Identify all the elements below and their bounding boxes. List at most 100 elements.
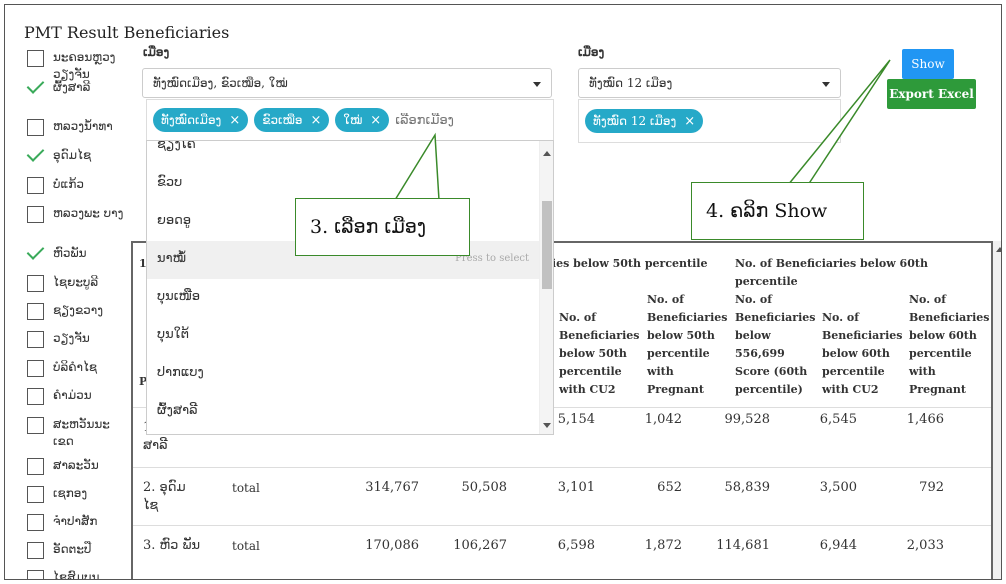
- province-label: ບໍ່ແກ້ວ: [53, 177, 85, 191]
- chevron-down-icon[interactable]: [822, 82, 830, 87]
- district-select-2[interactable]: ທັງໝົດ 12 ເມືອງ: [578, 68, 841, 98]
- table-cell: 170,086: [365, 538, 419, 553]
- province-label: ນະຄອນຫຼວງ ວຽງຈັນ: [53, 50, 116, 81]
- province-label: ຜົ້ງສາລີ: [53, 80, 91, 94]
- district-dropdown[interactable]: ຊຽງໂຄ້ ຂົວບ ຍອດອູ ນາໝໍ້ Press to select ບຸນເໜ…: [146, 140, 554, 435]
- checkbox[interactable]: [27, 458, 44, 475]
- col-header-60-pregnant: No. of Beneficiaries below 60th percenti…: [909, 293, 990, 396]
- table-scrollbar[interactable]: [993, 241, 1001, 579]
- checkbox[interactable]: [27, 50, 44, 67]
- province-label: ໄຊຍະບູລີ: [53, 275, 99, 289]
- district-option[interactable]: ຜົ້ງສາລີ: [157, 403, 198, 418]
- checkbox[interactable]: [27, 417, 44, 434]
- province-label: ວຽງຈັນ: [53, 331, 90, 345]
- row-type: total: [232, 481, 260, 495]
- show-button[interactable]: Show: [902, 49, 954, 79]
- table-row-divider: [133, 525, 991, 526]
- close-icon[interactable]: ×: [310, 112, 322, 128]
- province-label: ຫົວພັນ: [53, 246, 87, 260]
- district-option[interactable]: ບຸນເໜືອ: [157, 289, 201, 304]
- chevron-down-icon[interactable]: [533, 82, 541, 87]
- province-item[interactable]: ຊຽງຂວາງ: [27, 302, 127, 320]
- district-select[interactable]: ທັງໝົດເມືອງ, ຂົວເໝືອ, ໃໝ່: [142, 68, 552, 98]
- province-item[interactable]: ສະຫວັນນະ ເຂດ: [27, 416, 127, 450]
- province-item[interactable]: ເຊກອງ: [27, 485, 127, 503]
- table-cell: 6,598: [557, 538, 595, 553]
- col-header-50-cu2: No. of Beneficiaries below 50th percenti…: [559, 311, 640, 396]
- app-window: PMT Result Beneficiaries ນະຄອນຫຼວງ ວຽງຈັ…: [4, 4, 1002, 580]
- table-cell: 1,872: [644, 538, 682, 553]
- district-2-tags-box[interactable]: ທັງໝົດ 12 ເມືອງ ×: [578, 99, 841, 143]
- table-cell: 6,545: [819, 412, 857, 427]
- district-search-input[interactable]: [395, 112, 516, 128]
- scroll-up-icon[interactable]: [543, 151, 551, 156]
- checkbox[interactable]: [27, 570, 44, 579]
- callout-step-3: 3. ເລືອກ ເມືອງ: [295, 198, 470, 256]
- district-tags-box[interactable]: ທັງໝົດເມືອງ × ຂົວເໝືອ × ໃໝ່ ×: [146, 99, 554, 141]
- checkbox[interactable]: [27, 486, 44, 503]
- dropdown-scrollbar[interactable]: [539, 141, 553, 434]
- checkmark-icon[interactable]: [27, 245, 44, 262]
- province-item[interactable]: ບໍ່ແກ້ວ: [27, 176, 127, 194]
- close-icon[interactable]: ×: [684, 113, 696, 129]
- checkbox[interactable]: [27, 303, 44, 320]
- province-item[interactable]: ຫົວພັນ: [27, 245, 127, 262]
- province-item[interactable]: ຜົ້ງສາລີ: [27, 79, 127, 96]
- scroll-thumb[interactable]: [542, 201, 552, 289]
- checkbox[interactable]: [27, 119, 44, 136]
- table-cell: 314,767: [365, 480, 419, 495]
- checkbox[interactable]: [27, 275, 44, 292]
- export-excel-button[interactable]: Export Excel: [887, 79, 976, 109]
- province-item[interactable]: ອຸດົມໄຊ: [27, 147, 127, 164]
- province-label: ຫລວງພະ ບາງ: [53, 206, 124, 220]
- table-cell: 5,154: [557, 412, 595, 427]
- district-option[interactable]: ຍອດອູ: [157, 213, 192, 228]
- province-label: ຫລວງນ້ຳທາ: [53, 119, 113, 133]
- district-option[interactable]: ບຸນໃຕ້: [157, 327, 190, 342]
- table-cell: 50,508: [461, 480, 508, 495]
- checkbox[interactable]: [27, 388, 44, 405]
- province-label: ຈໍາປາສັກ: [53, 514, 98, 528]
- district-select-value: ທັງໝົດເມືອງ, ຂົວເໝືອ, ໃໝ່: [153, 76, 288, 90]
- table-cell: 106,267: [453, 538, 507, 553]
- col-header-50-pregnant: No. of Beneficiaries below 50th percenti…: [647, 293, 728, 396]
- scroll-up-icon[interactable]: [996, 247, 1001, 252]
- checkbox[interactable]: [27, 206, 44, 223]
- press-to-select-hint: Press to select: [455, 253, 529, 264]
- province-item[interactable]: ສາລະວັນ: [27, 457, 127, 475]
- district-tag[interactable]: ໃໝ່ ×: [335, 108, 390, 132]
- checkmark-icon[interactable]: [27, 147, 44, 164]
- group-header-60: No. of Beneficiaries below 60th percenti…: [735, 257, 928, 288]
- table-cell: 58,839: [724, 480, 771, 495]
- province-item[interactable]: ຫລວງພະ ບາງ: [27, 205, 127, 223]
- checkbox[interactable]: [27, 331, 44, 348]
- scroll-down-icon[interactable]: [543, 423, 551, 428]
- close-icon[interactable]: ×: [370, 112, 382, 128]
- table-cell: 792: [919, 480, 944, 495]
- district-tag[interactable]: ຂົວເໝືອ ×: [254, 108, 330, 132]
- table-cell: 99,528: [724, 412, 771, 427]
- province-item[interactable]: ນະຄອນຫຼວງ ວຽງຈັນ: [27, 49, 127, 83]
- checkbox[interactable]: [27, 177, 44, 194]
- close-icon[interactable]: ×: [229, 112, 241, 128]
- province-item[interactable]: ຈໍາປາສັກ: [27, 513, 127, 531]
- province-item[interactable]: ອັດຕະປື: [27, 541, 127, 559]
- district-option[interactable]: ປາກແບງ: [157, 365, 204, 380]
- checkmark-icon[interactable]: [27, 79, 44, 96]
- province-item[interactable]: ໄຊສົມບູນ: [27, 569, 127, 580]
- district-tag[interactable]: ທັງໝົດເມືອງ ×: [153, 108, 249, 132]
- province-label: ໄຊສົມບູນ: [53, 570, 100, 580]
- district-option[interactable]: ຊຽງໂຄ້: [157, 140, 196, 152]
- checkbox[interactable]: [27, 514, 44, 531]
- district-tag[interactable]: ທັງໝົດ 12 ເມືອງ ×: [585, 109, 704, 133]
- province-item[interactable]: ຫລວງນ້ຳທາ: [27, 118, 127, 136]
- table-cell: 652: [657, 480, 682, 495]
- province-item[interactable]: ບໍລິຄໍາໄຊ: [27, 359, 127, 377]
- checkbox[interactable]: [27, 360, 44, 377]
- province-item[interactable]: ຄໍາມ່ວນ: [27, 387, 127, 405]
- province-item[interactable]: ວຽງຈັນ: [27, 330, 127, 348]
- checkbox[interactable]: [27, 542, 44, 559]
- row-type: total: [232, 539, 260, 553]
- district-option[interactable]: ຂົວບ: [157, 175, 183, 190]
- province-item[interactable]: ໄຊຍະບູລີ: [27, 274, 127, 292]
